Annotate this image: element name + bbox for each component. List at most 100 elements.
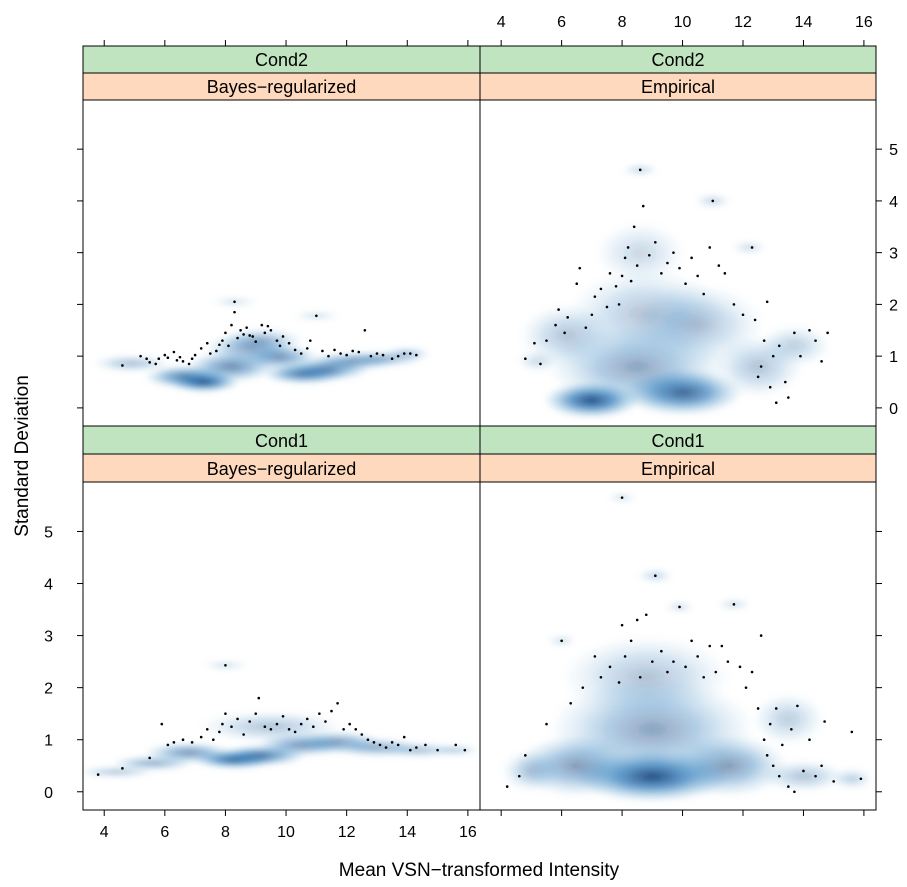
data-point [190,357,194,361]
data-point [723,272,727,275]
data-point [702,292,705,296]
data-point [756,375,760,379]
data-point [560,639,563,643]
data-point [163,353,167,357]
data-point [765,754,769,757]
data-point [390,741,394,744]
data-point [617,303,621,306]
data-point [768,722,772,726]
data-point [248,720,251,723]
data-point [254,340,258,343]
data-point [638,675,642,679]
data-point [762,339,766,342]
data-point [299,352,303,355]
data-point [554,323,557,327]
data-point [620,274,624,278]
y-tick-label: 5 [44,524,53,541]
x-tick-label-top: 8 [618,14,627,31]
data-point [339,352,342,355]
x-tick-label-top: 10 [674,14,692,31]
data-point [160,722,164,726]
data-point [408,352,412,355]
density-layer [83,661,480,778]
data-point [808,738,811,742]
strip-top-label-3: Cond1 [651,431,704,451]
data-point [641,204,645,208]
data-point [424,743,427,747]
data-point [305,717,309,721]
strip-bottom-label-2: Bayes−regularized [207,459,357,479]
y-tick-label-right: 2 [889,297,898,314]
data-point [372,741,376,744]
data-point [832,780,835,783]
data-point [684,282,687,285]
density-blob [198,711,344,743]
data-point [181,360,185,363]
data-point [175,358,179,362]
panel-frames [82,99,877,811]
data-point [605,305,609,309]
data-point [351,349,355,353]
y-tick-label: 3 [44,629,53,646]
data-point [732,303,736,306]
data-point [750,670,754,674]
density-blob [752,692,825,745]
data-point [654,574,657,578]
data-point [777,774,781,778]
panel-cond1-empirical [501,493,873,803]
y-tick-label-right: 4 [889,194,898,211]
data-point [181,738,185,742]
data-point [599,675,603,679]
data-point [820,360,823,363]
data-point [771,354,775,358]
density-blob [431,744,480,756]
data-point [245,326,248,329]
data-point [741,313,745,317]
density-blob [594,221,686,284]
data-point [236,717,239,721]
data-point [275,722,279,726]
density-blob [761,760,846,792]
data-point [324,720,327,723]
data-point [617,681,621,684]
y-tick-label-right: 0 [889,401,898,418]
data-point [784,380,787,384]
data-point [318,712,321,715]
x-tick-label-top: 4 [497,14,506,31]
data-point [777,344,781,348]
y-tick-label: 0 [44,785,53,802]
data-point [390,357,394,361]
panel-cond2-empirical [516,164,831,419]
data-point [753,318,757,322]
data-point [254,712,258,715]
data-point [221,722,224,726]
data-point [539,362,542,366]
data-point [684,665,687,669]
data-point [578,266,582,270]
data-point [263,725,267,728]
data-point [620,623,624,627]
density-blob [519,304,617,367]
strip-bottom-label-0: Bayes−regularized [207,77,357,97]
data-point [626,246,630,249]
density-blob [730,241,768,254]
data-point [644,613,648,617]
data-point [396,354,400,358]
density-layer [501,493,873,803]
data-point [802,769,805,773]
density-layer [92,297,432,393]
data-point [257,696,261,700]
x-tick-label: 8 [221,824,230,841]
data-point [620,496,624,499]
x-tick-label-top: 12 [734,14,752,31]
data-point [711,199,715,203]
data-point [321,349,324,353]
data-point [227,344,230,348]
density-blob [383,347,432,360]
data-point [545,722,548,726]
points-layer [96,663,467,776]
data-point [369,354,373,358]
strip-top-panel-1 [479,45,877,74]
data-point [696,274,699,278]
y-tick-label: 4 [44,577,53,594]
